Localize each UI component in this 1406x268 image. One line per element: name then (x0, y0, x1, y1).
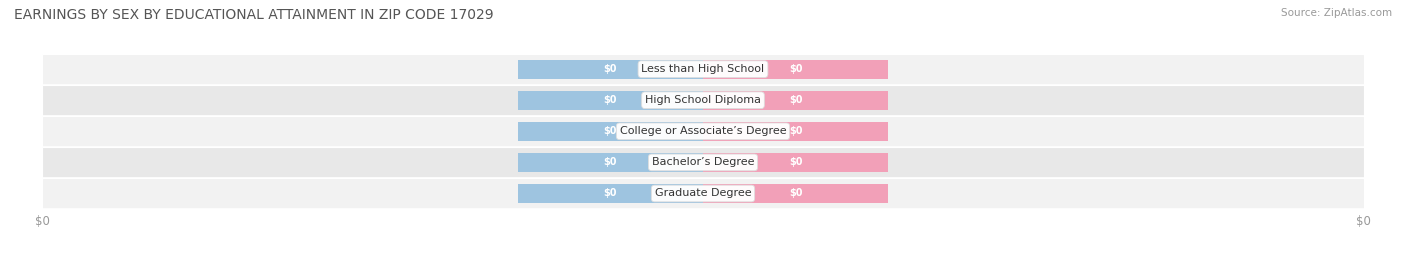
Bar (703, 59, 889, 79)
Bar (42, 178, 1364, 209)
Text: $0: $0 (603, 95, 617, 105)
Text: $0: $0 (603, 126, 617, 136)
Text: $0: $0 (603, 157, 617, 168)
Bar (42, 85, 1364, 116)
Bar (517, 122, 703, 141)
Bar (42, 147, 1364, 178)
Bar (517, 91, 703, 110)
Bar (703, 153, 889, 172)
Text: $0: $0 (789, 64, 803, 74)
Text: $0: $0 (603, 64, 617, 74)
Bar (517, 59, 703, 79)
Bar (703, 184, 889, 203)
Text: $0: $0 (789, 126, 803, 136)
Text: College or Associate’s Degree: College or Associate’s Degree (620, 126, 786, 136)
Text: $0: $0 (789, 95, 803, 105)
Text: $0: $0 (603, 188, 617, 199)
Text: Graduate Degree: Graduate Degree (655, 188, 751, 199)
Text: High School Diploma: High School Diploma (645, 95, 761, 105)
Bar (517, 184, 703, 203)
Bar (703, 122, 889, 141)
Bar (703, 91, 889, 110)
Bar (42, 54, 1364, 85)
Legend: Male, Female: Male, Female (643, 266, 763, 268)
Text: $0: $0 (789, 157, 803, 168)
Text: Source: ZipAtlas.com: Source: ZipAtlas.com (1281, 8, 1392, 18)
Text: EARNINGS BY SEX BY EDUCATIONAL ATTAINMENT IN ZIP CODE 17029: EARNINGS BY SEX BY EDUCATIONAL ATTAINMEN… (14, 8, 494, 22)
Bar (42, 116, 1364, 147)
Text: $0: $0 (789, 188, 803, 199)
Text: Bachelor’s Degree: Bachelor’s Degree (652, 157, 754, 168)
Text: Less than High School: Less than High School (641, 64, 765, 74)
Bar (517, 153, 703, 172)
